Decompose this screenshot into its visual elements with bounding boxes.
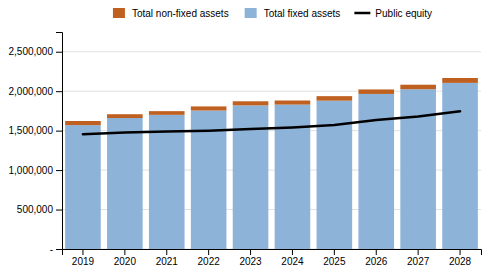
bar [442, 83, 478, 249]
x-tick: 2019 [72, 249, 95, 267]
y-tick-label: 2,500,000 [9, 46, 54, 57]
bar [442, 78, 478, 83]
chart-svg: 2019 2020 2021 2022 2023 2024 2025 2026 2027 2028… [0, 0, 493, 273]
x-tick-mark [124, 249, 125, 255]
legend-item: Total fixed assets [245, 8, 341, 19]
x-tick-mark [334, 249, 335, 255]
marks [65, 78, 478, 249]
bar [149, 111, 185, 115]
bar [233, 105, 269, 249]
x-tick-mark [376, 249, 377, 255]
x-tick: 2026 [365, 249, 388, 267]
legend-swatch [113, 8, 125, 18]
legend-label: Total fixed assets [264, 8, 341, 19]
x-tick: 2025 [323, 249, 346, 267]
grid-line [62, 51, 481, 52]
bar [400, 89, 436, 249]
y-tick-mark [56, 131, 62, 132]
x-tick-label: 2027 [407, 256, 430, 267]
bar [65, 121, 101, 125]
y-tick: 2,500,000 [9, 46, 63, 57]
legend-swatch [354, 12, 370, 15]
x-tick: 2020 [114, 249, 137, 267]
y-tick-label: 500,000 [17, 204, 54, 215]
y-tick-mark [56, 91, 62, 92]
y-tick-mark [56, 52, 62, 53]
x-tick-mark [418, 249, 419, 255]
x-tick-mark [208, 249, 209, 255]
x-tick-mark [82, 249, 83, 255]
bar [191, 106, 227, 110]
x-tick-mark [166, 249, 167, 255]
legend-swatch [245, 8, 257, 18]
x-tick-label: 2023 [239, 256, 262, 267]
y-tick-label: 1,500,000 [9, 125, 54, 136]
y-tick: 500,000 [17, 204, 62, 215]
y-tick-label: 1,000,000 [9, 165, 54, 176]
x-tick: 2027 [407, 249, 430, 267]
x-tick: 2028 [449, 249, 472, 267]
legend-item: Public equity [354, 8, 432, 19]
y-tick-mark [56, 249, 62, 250]
y-tick: 1,000,000 [9, 165, 63, 176]
bar-series [65, 83, 478, 249]
x-tick: 2022 [198, 249, 221, 267]
x-axis: 2019 2020 2021 2022 2023 2024 2025 2026 2027 2028 [63, 249, 482, 267]
x-tick: 2021 [156, 249, 179, 267]
y-tick: 2,000,000 [9, 86, 63, 97]
x-tick-label: 2021 [156, 256, 179, 267]
legend-label: Public equity [375, 8, 432, 19]
y-tick: - [50, 244, 62, 255]
x-tick-label: 2022 [198, 256, 221, 267]
x-tick-mark [460, 249, 461, 255]
bar-series [65, 78, 478, 125]
x-axis-line [63, 250, 482, 256]
x-tick-label: 2024 [281, 256, 304, 267]
x-tick: 2024 [281, 249, 304, 267]
bar [317, 96, 353, 100]
bar [400, 85, 436, 89]
x-tick-mark [250, 249, 251, 255]
bar [358, 89, 394, 93]
x-tick-label: 2026 [365, 256, 388, 267]
bar [107, 114, 143, 118]
line [83, 111, 460, 134]
chart-container: 2019 2020 2021 2022 2023 2024 2025 2026 2027 2028… [0, 0, 493, 273]
plot-area: 2019 2020 2021 2022 2023 2024 2025 2026 2027 2028… [9, 33, 482, 268]
y-tick-label: - [50, 244, 53, 255]
x-tick-mark [292, 249, 293, 255]
y-tick-mark [56, 170, 62, 171]
x-tick-label: 2019 [72, 256, 95, 267]
y-tick: 1,500,000 [9, 125, 63, 136]
grid [62, 52, 481, 249]
y-axis: - 500,000 1,000,000 1,500,000 2,000,000 2,500… [9, 33, 63, 255]
x-tick-label: 2020 [114, 256, 137, 267]
x-tick-label: 2025 [323, 256, 346, 267]
x-tick: 2023 [239, 249, 262, 267]
x-tick-label: 2028 [449, 256, 472, 267]
bar [233, 101, 269, 105]
legend: Total non-fixed assets Total fixed assets… [113, 8, 432, 19]
bar [358, 94, 394, 249]
y-tick-mark [56, 210, 62, 211]
bar [65, 125, 101, 249]
bar [107, 118, 143, 249]
bar [149, 115, 185, 249]
y-tick-label: 2,000,000 [9, 86, 54, 97]
legend-label: Total non-fixed assets [132, 8, 229, 19]
legend-item: Total non-fixed assets [113, 8, 229, 19]
y-axis-line [56, 33, 63, 250]
bar [275, 100, 311, 104]
